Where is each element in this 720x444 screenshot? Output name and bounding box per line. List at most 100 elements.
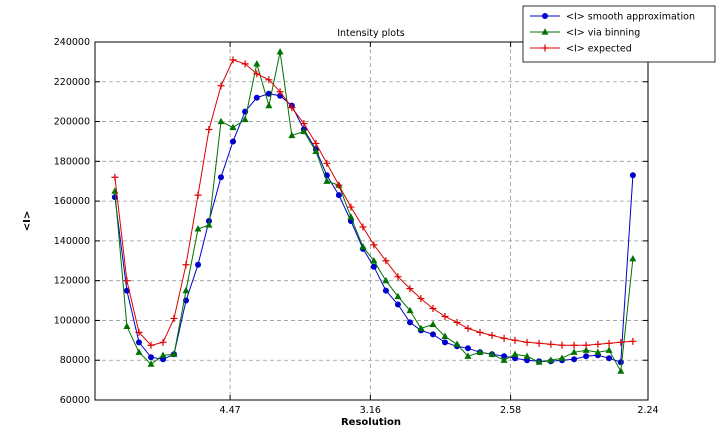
triangle-marker (382, 276, 390, 284)
triangle-marker (205, 221, 213, 228)
triangle-marker (429, 320, 437, 328)
triangle-marker (488, 350, 496, 357)
plus-marker (570, 341, 578, 349)
plus-marker (488, 331, 496, 339)
plus-marker (429, 305, 437, 313)
x-tick-label: 4.47 (220, 405, 241, 416)
circle-marker (394, 301, 401, 308)
plus-marker (464, 324, 472, 332)
plus-marker (135, 328, 143, 336)
plus-marker (535, 339, 543, 347)
circle-marker (195, 261, 202, 268)
plus-marker (629, 337, 637, 345)
triangle-marker (394, 292, 402, 300)
triangle-marker (170, 350, 178, 357)
plus-marker (253, 70, 261, 78)
plus-marker (547, 340, 555, 348)
plus-marker (276, 88, 284, 96)
triangle-marker (417, 324, 425, 331)
circle-marker (442, 339, 448, 346)
plus-marker (394, 273, 402, 281)
circle-marker (205, 218, 212, 224)
circle-marker (218, 174, 224, 181)
circle-marker (111, 194, 118, 201)
plus-marker (541, 44, 549, 52)
circle-marker (148, 354, 154, 361)
triangle-marker (605, 346, 613, 353)
circle-marker (429, 331, 436, 338)
x-tick-label: 2.24 (637, 405, 658, 416)
triangle-marker (547, 356, 555, 363)
plus-marker (500, 334, 508, 342)
plus-marker (300, 120, 308, 128)
plus-marker (370, 241, 378, 249)
triangle-marker (135, 348, 143, 355)
x-tick-label: 3.16 (360, 405, 381, 416)
circle-marker (230, 138, 237, 145)
plus-marker (288, 104, 296, 112)
y-tick-label: 200000 (54, 117, 90, 128)
triangle-marker (511, 350, 519, 357)
plot-background (95, 42, 648, 400)
circle-marker (617, 359, 624, 366)
triangle-marker (523, 352, 531, 359)
y-tick-label: 160000 (54, 196, 90, 207)
plus-marker (241, 60, 249, 68)
y-tick-label: 180000 (54, 156, 90, 167)
plus-marker (123, 277, 131, 285)
triangle-marker (570, 348, 578, 355)
triangle-marker (535, 358, 543, 365)
circle-marker (542, 13, 548, 19)
plus-marker (194, 191, 202, 199)
triangle-marker (276, 48, 284, 55)
triangle-marker (217, 117, 225, 125)
plus-marker (312, 139, 320, 147)
triangle-marker (558, 354, 566, 361)
triangle-marker (253, 60, 261, 67)
circle-marker (606, 355, 613, 362)
plus-marker (417, 295, 425, 303)
plus-marker (582, 341, 590, 349)
plus-marker (217, 82, 225, 90)
legend-item-label: <I> expected (566, 44, 632, 55)
triangle-marker (300, 127, 308, 135)
triangle-marker (159, 351, 167, 358)
triangle-marker (582, 346, 590, 353)
circle-marker (135, 339, 142, 346)
y-axis-label: <I> (22, 211, 33, 231)
y-tick-label: 120000 (54, 276, 90, 287)
plus-marker (406, 285, 414, 293)
plus-marker (511, 336, 519, 344)
plus-marker (229, 56, 237, 64)
triangle-marker (347, 213, 355, 220)
circle-marker (335, 192, 342, 199)
y-tick-label: 240000 (54, 37, 90, 48)
triangle-marker (617, 367, 625, 374)
plus-marker (347, 203, 355, 211)
plus-marker (523, 338, 531, 346)
y-tick-label: 140000 (54, 236, 90, 247)
triangle-marker (453, 340, 461, 347)
triangle-marker (182, 286, 190, 294)
y-tick-label: 60000 (60, 395, 90, 406)
y-tick-label: 220000 (54, 77, 90, 88)
x-tick-label: 2.58 (500, 405, 521, 416)
plus-marker (453, 318, 461, 326)
plus-marker (159, 338, 167, 346)
triangle-marker (288, 131, 296, 139)
plus-marker (558, 341, 566, 349)
plus-marker (265, 76, 273, 84)
triangle-marker (194, 225, 202, 232)
triangle-marker (370, 256, 378, 264)
plus-marker (111, 173, 119, 181)
plus-marker (382, 257, 390, 265)
plus-marker (594, 340, 602, 348)
axes-frame (94, 41, 649, 401)
triangle-marker (541, 28, 549, 35)
plus-marker (605, 339, 613, 347)
triangle-marker (123, 322, 131, 330)
circle-marker (571, 356, 578, 363)
circle-marker (265, 90, 272, 97)
